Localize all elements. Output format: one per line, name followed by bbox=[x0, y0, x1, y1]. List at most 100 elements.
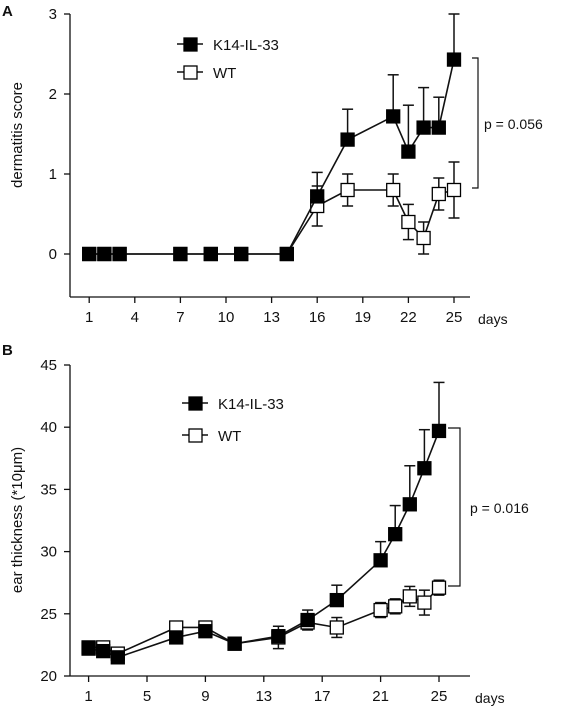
legend-b-wt-label: WT bbox=[218, 428, 241, 445]
panel-b-y-tick-label: 20 bbox=[40, 668, 57, 685]
panel-a-series-k14-il-33 bbox=[82, 13, 462, 262]
panel-b-y-tick-label: 45 bbox=[40, 357, 57, 374]
panel-a-point-k14-il-33 bbox=[416, 120, 431, 135]
panel-b-x-axis: 1 5 9 13 17 21 25 days bbox=[70, 675, 505, 706]
panel-b-x-tick-label: 13 bbox=[255, 688, 272, 705]
panel-a-point-k14-il-33 bbox=[310, 189, 325, 204]
legend-a-k14-marker bbox=[183, 37, 198, 52]
panel-b-x-tick-label: 9 bbox=[201, 688, 209, 705]
panel-b-point-k14-il-33 bbox=[300, 612, 315, 628]
panel-a-x-ticks: 1 4 7 10 13 16 19 22 25 bbox=[85, 297, 462, 326]
panel-b-x-tick-label: 1 bbox=[84, 688, 92, 705]
panel-b-point-k14-il-33 bbox=[431, 423, 447, 439]
panel-a-label: A bbox=[2, 3, 13, 20]
panel-b-label: B bbox=[2, 342, 13, 359]
panel-b-point-k14-il-33 bbox=[373, 553, 388, 568]
panel-a-point-k14-il-33 bbox=[446, 52, 462, 67]
panel-b-x-ticks: 1 5 9 13 17 21 25 bbox=[84, 676, 447, 705]
panel-a-point-k14-il-33 bbox=[279, 246, 294, 262]
panel-b-point-wt bbox=[388, 599, 403, 614]
panel-a-x-tick-label: 7 bbox=[176, 309, 184, 326]
panel-b-point-k14-il-33 bbox=[96, 643, 111, 659]
panel-a-y-tick-label: 1 bbox=[49, 166, 57, 183]
panel-a-y-ticks: 0 1 2 3 bbox=[49, 6, 70, 263]
panel-b-x-tick-label: 5 bbox=[143, 688, 151, 705]
panel-b-point-k14-il-33 bbox=[169, 630, 184, 645]
panel-a-point-wt bbox=[401, 214, 416, 230]
panel-a-point-k14-il-33 bbox=[97, 246, 112, 262]
panel-b-y-tick-label: 25 bbox=[40, 606, 57, 623]
panel-a-point-k14-il-33 bbox=[203, 246, 218, 262]
panel-b-point-wt bbox=[373, 602, 388, 618]
panel-a-y-axis-title: dermatitis score bbox=[9, 82, 26, 188]
panel-b-p-value: p = 0.016 bbox=[470, 500, 529, 516]
panel-a-x-tick-label: 10 bbox=[218, 309, 235, 326]
panel-a-point-wt bbox=[340, 182, 355, 198]
legend-a-wt-label: WT bbox=[213, 65, 236, 82]
panel-b-point-k14-il-33 bbox=[329, 592, 344, 608]
panel-a-point-k14-il-33 bbox=[386, 109, 401, 124]
panel-b: B 20 25 30 35 40 45 ear thickness (*10μm) 1 5 9… bbox=[2, 342, 529, 706]
panel-b-plot-area bbox=[81, 381, 447, 665]
panel-a-line-wt bbox=[89, 189, 455, 255]
panel-a-y-tick-label: 2 bbox=[49, 86, 57, 103]
panel-b-series-wt bbox=[81, 579, 447, 661]
panel-a-x-tick-label: 22 bbox=[400, 309, 417, 326]
panel-b-y-tick-label: 40 bbox=[40, 419, 57, 436]
panel-b-x-tick-label: 21 bbox=[372, 688, 389, 705]
panel-a-legend: K14-IL-33 WT bbox=[177, 37, 279, 82]
panel-a-p-value: p = 0.056 bbox=[484, 116, 543, 132]
panel-b-y-tick-label: 35 bbox=[40, 481, 57, 498]
panel-a-x-tick-label: 4 bbox=[131, 309, 139, 326]
panel-b-y-axis: 20 25 30 35 40 45 ear thickness (*10μm) bbox=[9, 357, 71, 685]
panel-a-point-wt bbox=[416, 230, 431, 246]
panel-b-point-k14-il-33 bbox=[227, 636, 242, 651]
panel-a-x-tick-label: 13 bbox=[263, 309, 280, 326]
panel-b-significance: p = 0.016 bbox=[448, 427, 529, 587]
panel-a-x-axis-title: days bbox=[478, 311, 508, 327]
panel-a-point-k14-il-33 bbox=[112, 246, 127, 262]
panel-b-x-axis-title: days bbox=[475, 690, 505, 706]
legend-a-wt-marker bbox=[183, 65, 198, 80]
legend-a-k14-label: K14-IL-33 bbox=[213, 37, 279, 54]
panel-a-point-k14-il-33 bbox=[401, 144, 416, 159]
legend-b-k14-label: K14-IL-33 bbox=[218, 396, 284, 413]
panel-a-point-wt bbox=[386, 182, 401, 198]
panel-a-x-axis: 1 4 7 10 13 16 19 22 25 days bbox=[70, 296, 508, 327]
panel-b-point-k14-il-33 bbox=[81, 641, 96, 656]
panel-a-point-k14-il-33 bbox=[234, 246, 249, 262]
panel-a-point-k14-il-33 bbox=[173, 246, 188, 262]
panel-a-point-k14-il-33 bbox=[431, 120, 446, 135]
panel-a-x-tick-label: 25 bbox=[446, 309, 463, 326]
panel-b-line-k14-il-33 bbox=[88, 430, 440, 659]
panel-a-x-tick-label: 19 bbox=[354, 309, 371, 326]
panel-b-point-k14-il-33 bbox=[271, 629, 286, 644]
panel-a-series-wt bbox=[82, 161, 462, 262]
panel-a: A 0 1 2 3 dermatitis score 1 4 7 10 13 16 19 22 25 … bbox=[2, 3, 543, 327]
panel-b-point-k14-il-33 bbox=[402, 497, 417, 512]
panel-b-y-tick-label: 30 bbox=[40, 544, 57, 561]
panel-b-point-wt bbox=[402, 589, 417, 604]
panel-b-bracket bbox=[448, 427, 461, 587]
panel-b-x-tick-label: 25 bbox=[431, 688, 448, 705]
panel-b-point-k14-il-33 bbox=[110, 650, 125, 665]
panel-a-x-tick-label: 16 bbox=[309, 309, 326, 326]
panel-b-point-wt bbox=[417, 595, 432, 610]
panel-a-line-k14-il-33 bbox=[89, 59, 455, 255]
panel-b-series-k14-il-33 bbox=[81, 381, 447, 665]
panel-a-point-k14-il-33 bbox=[82, 246, 97, 262]
panel-b-point-k14-il-33 bbox=[388, 527, 403, 542]
panel-a-significance: p = 0.056 bbox=[472, 57, 543, 189]
panel-a-point-wt bbox=[446, 182, 462, 198]
panel-a-point-wt bbox=[431, 186, 446, 202]
legend-b-wt-marker bbox=[188, 428, 203, 443]
panel-a-y-tick-label: 0 bbox=[49, 246, 57, 263]
panel-b-y-axis-title: ear thickness (*10μm) bbox=[9, 447, 26, 593]
panel-a-y-axis: 0 1 2 3 dermatitis score bbox=[9, 6, 71, 297]
panel-a-bracket bbox=[472, 57, 479, 189]
panel-a-plot-area bbox=[82, 13, 462, 262]
panel-a-x-tick-label: 1 bbox=[85, 309, 93, 326]
legend-b-k14-marker bbox=[188, 396, 203, 411]
panel-a-y-tick-label: 3 bbox=[49, 6, 57, 23]
panel-b-point-k14-il-33 bbox=[198, 624, 213, 639]
